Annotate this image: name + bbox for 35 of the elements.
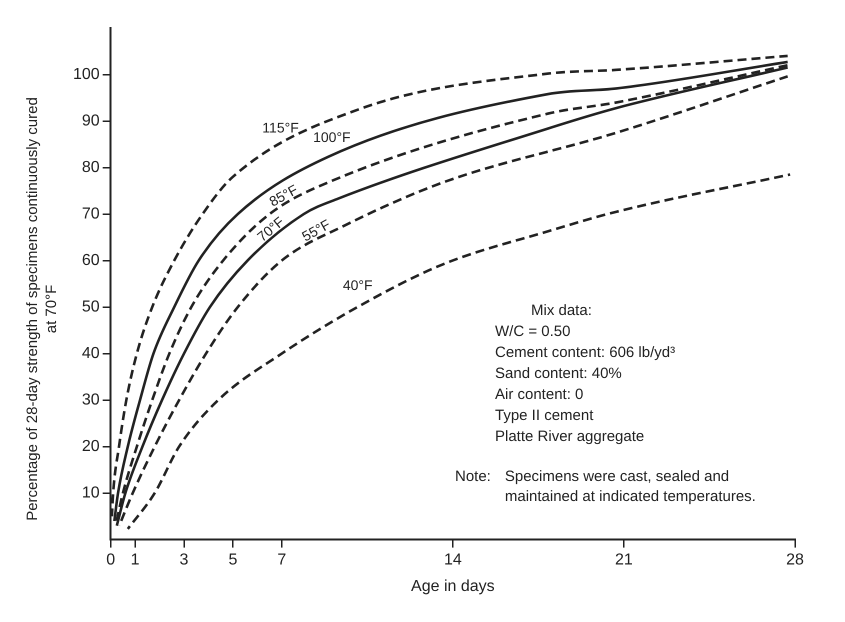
y-tick-label: 40 bbox=[82, 344, 100, 362]
series-label: 115°F bbox=[262, 119, 299, 136]
x-tick-label: 21 bbox=[615, 552, 633, 569]
x-tick-label: 28 bbox=[786, 552, 804, 569]
y-tick-label: 20 bbox=[82, 438, 100, 455]
y-tick-label: 50 bbox=[82, 298, 100, 316]
line-series bbox=[126, 173, 792, 530]
x-tick-label: 14 bbox=[444, 552, 462, 569]
y-tick-label: 90 bbox=[82, 112, 100, 130]
annotation: Sand content: 40% bbox=[495, 364, 623, 384]
y-tick-label: 30 bbox=[82, 391, 100, 408]
text: 85°F bbox=[266, 181, 300, 210]
x-axis-title: Age in days bbox=[411, 578, 495, 595]
annotation: Type II cement bbox=[495, 406, 594, 426]
series-label: 100°F bbox=[313, 129, 351, 146]
text: 55°F bbox=[299, 216, 333, 244]
y-tick-label: 70 bbox=[82, 205, 100, 222]
annotation: Note: bbox=[455, 467, 491, 487]
x-tick-label: 7 bbox=[277, 552, 286, 569]
x-tick-label: 1 bbox=[130, 552, 140, 569]
annotation: Cement content: 606 lb/yd³ bbox=[495, 343, 676, 363]
y-tick-label: 100 bbox=[72, 66, 100, 83]
annotation: Mix data: bbox=[531, 301, 593, 321]
annotation: Specimens were cast, sealed and maintained at indicated temperatures. bbox=[504, 467, 757, 507]
y-tick-label: 80 bbox=[82, 158, 100, 176]
y-tick-label: 10 bbox=[82, 484, 100, 502]
x-tick-label: 0 bbox=[106, 552, 116, 569]
annotation: Air content: 0 bbox=[495, 385, 584, 405]
y-axis-title: Percentage of 28-day strength of specimens continuously cured at 70°F bbox=[23, 96, 61, 523]
x-tick-label: 5 bbox=[228, 552, 238, 569]
series-label: 40°F bbox=[342, 277, 373, 294]
annotation: Platte River aggregate bbox=[495, 427, 646, 447]
x-tick-label: 3 bbox=[180, 552, 189, 569]
annotation: W/C = 0.50 bbox=[495, 322, 572, 342]
y-tick-label: 60 bbox=[82, 252, 100, 269]
